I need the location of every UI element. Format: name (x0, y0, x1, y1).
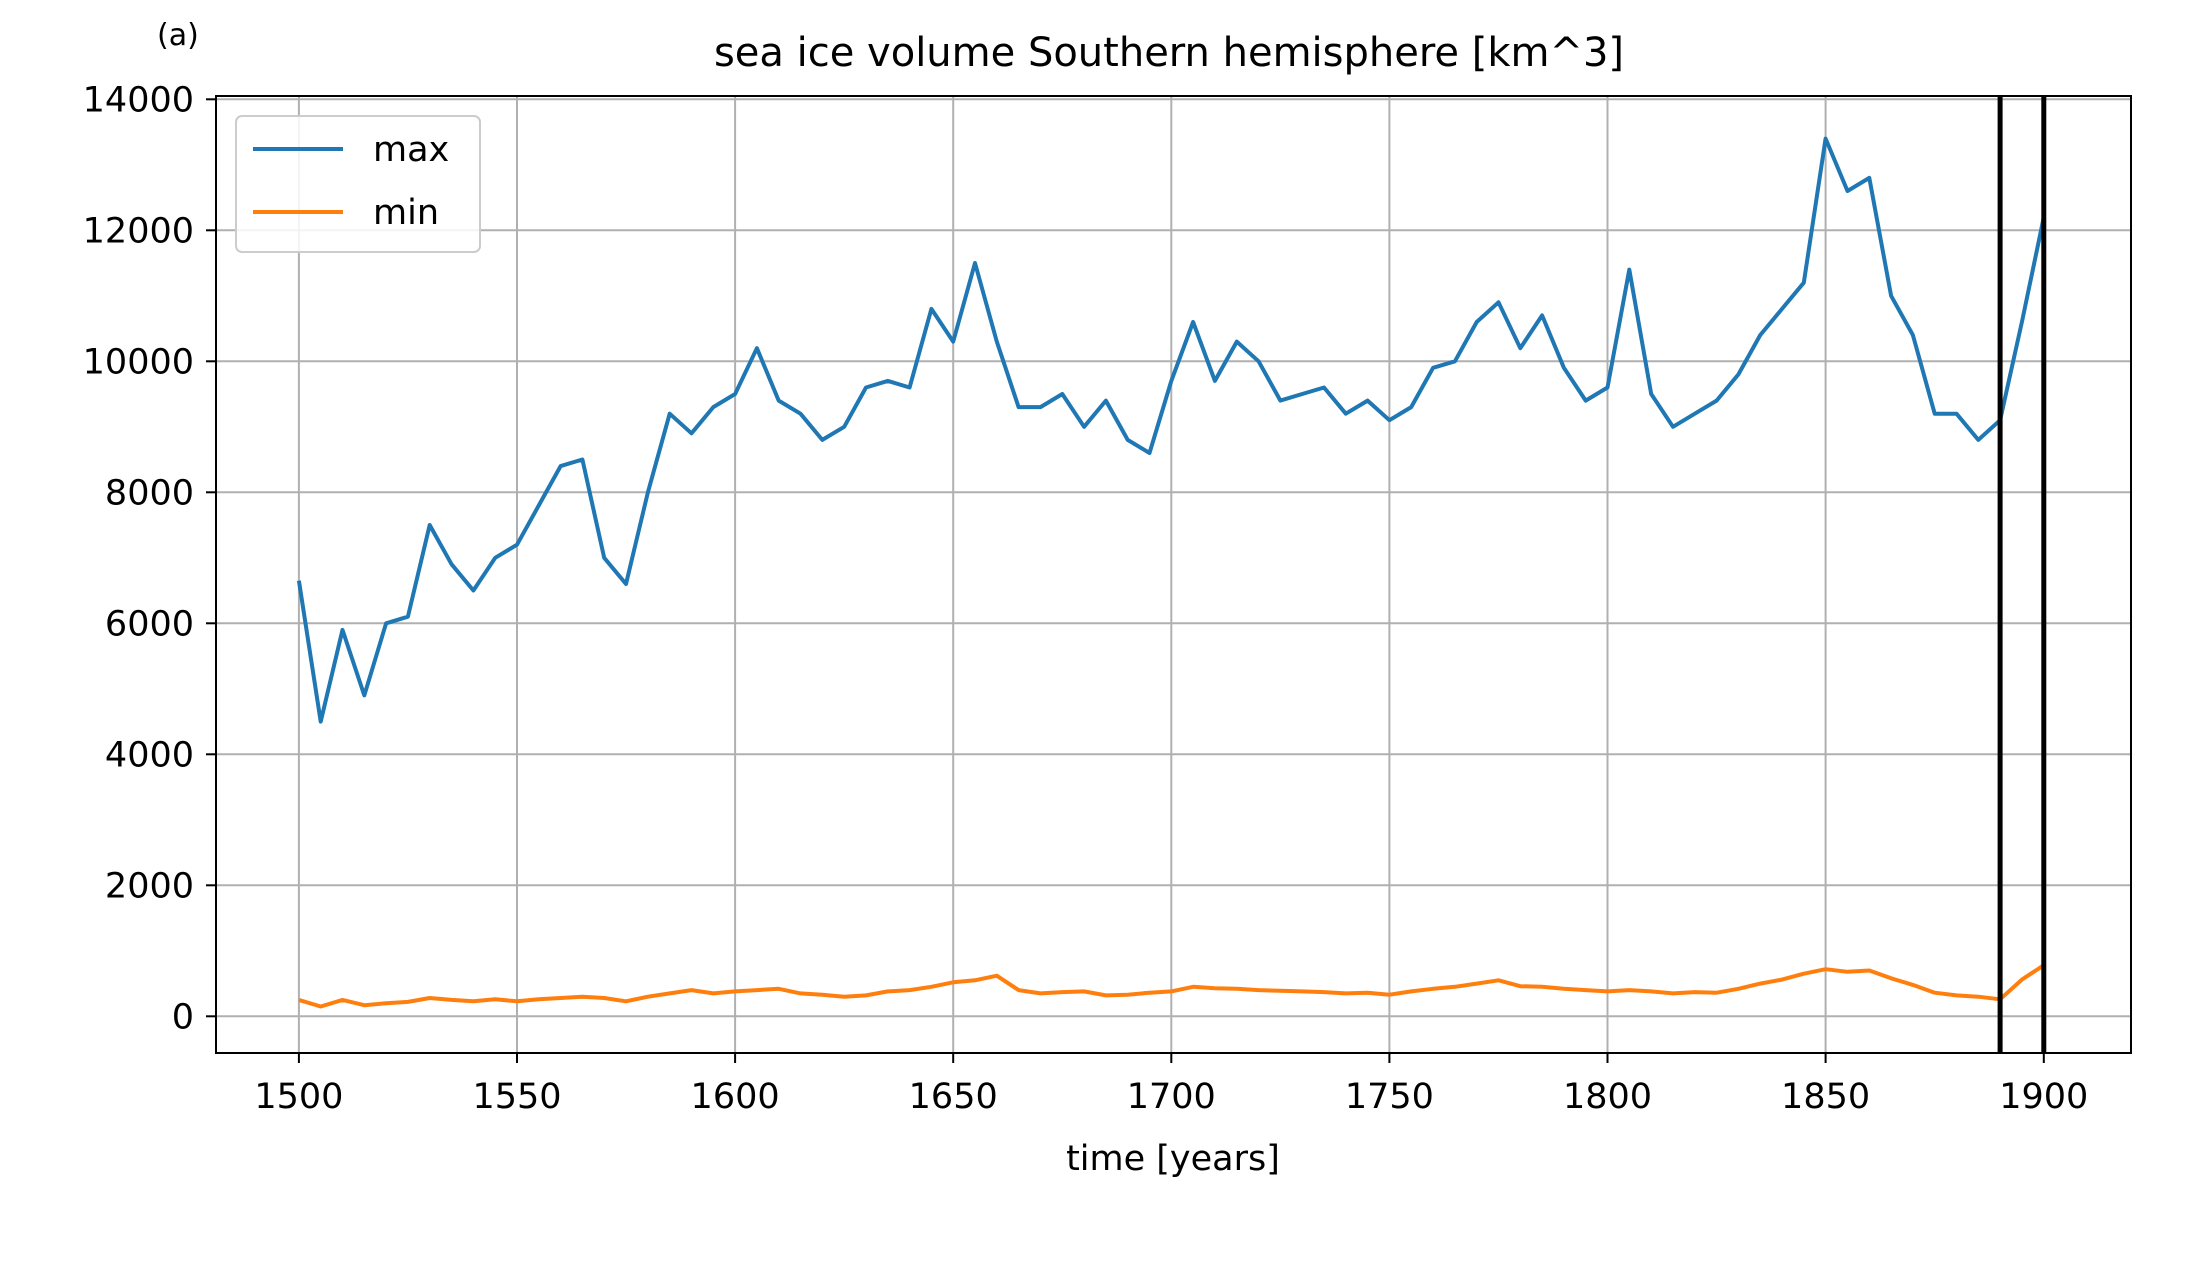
plot-clip (296, 136, 2046, 1009)
x-tick-label: 1650 (909, 1077, 998, 1117)
legend-label-max: max (373, 130, 449, 170)
y-tick-label: 14000 (83, 80, 194, 120)
vertical-marker-lines (1997, 96, 2047, 1053)
y-tick-label: 8000 (105, 473, 194, 513)
series-line-max (296, 136, 2046, 724)
x-tick-label: 1750 (1345, 1077, 1434, 1117)
x-axis-label: time [years] (1066, 1139, 1280, 1179)
panel-label: (a) (157, 18, 199, 53)
series-lines (296, 136, 2046, 1009)
series-line-min (298, 963, 2045, 1009)
y-tick-label: 10000 (83, 342, 194, 382)
legend-label-min: min (373, 193, 439, 233)
legend: max min (235, 115, 481, 253)
x-tick-label: 1800 (1563, 1077, 1652, 1117)
x-tick-label: 1900 (1999, 1077, 2088, 1117)
y-tick-labels: 0 2000 4000 6000 8000 10000 12000 14000 (83, 80, 194, 1037)
x-tick-label: 1850 (1781, 1077, 1870, 1117)
plot-frame (215, 95, 2132, 1054)
y-tick-label: 6000 (105, 604, 194, 644)
x-tick-label: 1500 (254, 1077, 343, 1117)
x-tick-label: 1600 (691, 1077, 780, 1117)
chart-title: sea ice volume Southern hemisphere [km^3… (714, 30, 1624, 76)
axis-ticks (206, 98, 2045, 1063)
x-tick-label: 1700 (1127, 1077, 1216, 1117)
y-tick-label: 4000 (105, 735, 194, 775)
y-tick-label: 0 (172, 997, 194, 1037)
x-tick-label: 1550 (472, 1077, 561, 1117)
y-tick-label: 2000 (105, 866, 194, 906)
y-tick-label: 12000 (83, 211, 194, 251)
x-tick-labels: 1500 1550 1600 1650 1700 1750 1800 1850 1900 (254, 1077, 2088, 1117)
